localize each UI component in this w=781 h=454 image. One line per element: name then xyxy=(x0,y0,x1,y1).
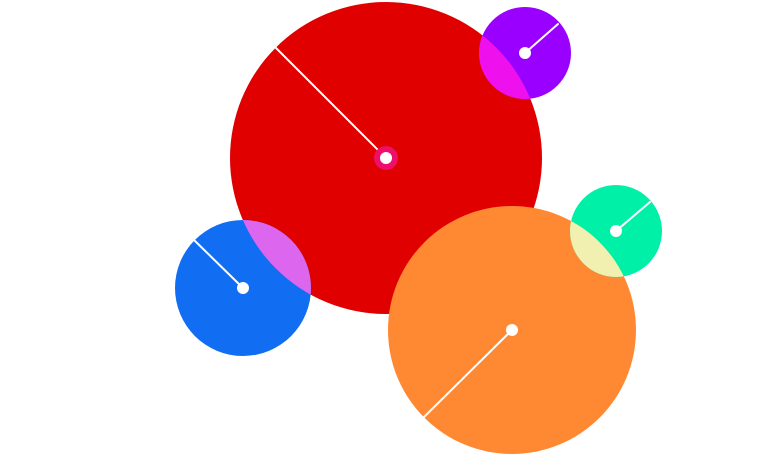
red-radius-line[interactable] xyxy=(275,47,387,159)
green-center-handle[interactable] xyxy=(610,225,622,237)
purple-center-handle[interactable] xyxy=(519,47,531,59)
purple-radius-line[interactable] xyxy=(524,23,559,54)
blue-radius-line[interactable] xyxy=(193,239,244,289)
blue-center-handle[interactable] xyxy=(237,282,249,294)
orange-radius-line[interactable] xyxy=(423,329,513,418)
green-radius-line[interactable] xyxy=(615,201,651,232)
orange-center-handle[interactable] xyxy=(506,324,518,336)
red-center-handle[interactable] xyxy=(380,152,392,164)
